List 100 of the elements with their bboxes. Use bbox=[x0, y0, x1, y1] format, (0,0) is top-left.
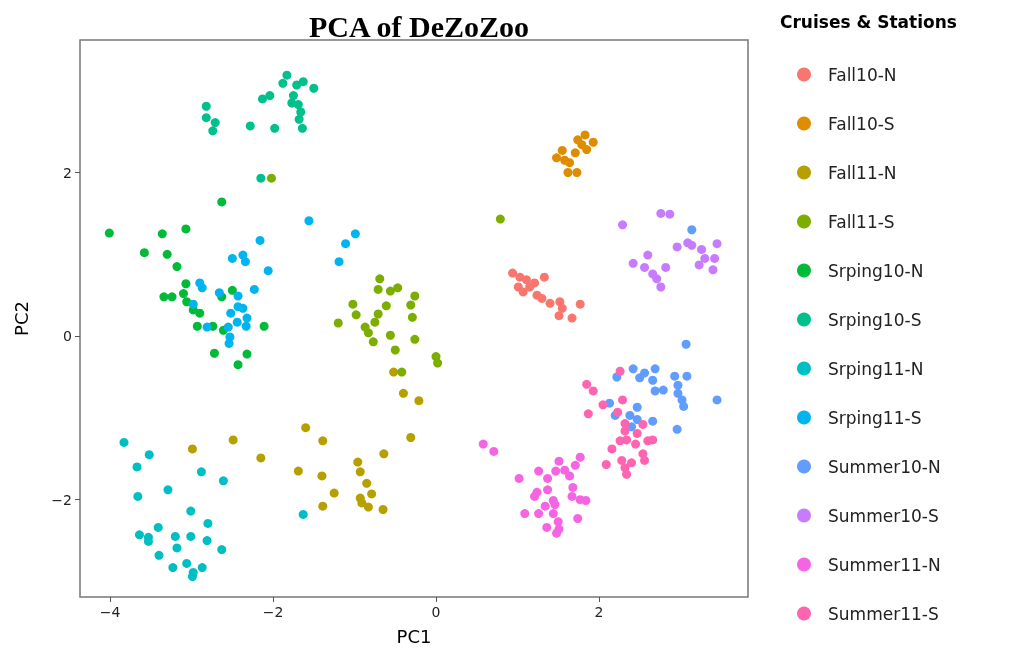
point bbox=[560, 155, 570, 165]
point bbox=[195, 308, 205, 318]
point bbox=[318, 436, 328, 446]
point bbox=[153, 522, 163, 532]
point bbox=[615, 366, 625, 376]
legend-label: Summer11-N bbox=[828, 554, 941, 575]
point bbox=[214, 288, 224, 298]
point bbox=[288, 91, 298, 101]
point bbox=[209, 348, 219, 358]
point bbox=[514, 473, 524, 483]
point bbox=[672, 424, 682, 434]
point bbox=[298, 77, 308, 87]
point bbox=[598, 400, 608, 410]
point bbox=[656, 282, 666, 292]
point bbox=[318, 501, 328, 511]
point bbox=[687, 240, 697, 250]
point bbox=[670, 371, 680, 381]
point bbox=[223, 322, 233, 332]
point bbox=[410, 334, 420, 344]
point bbox=[542, 522, 552, 532]
point bbox=[362, 478, 372, 488]
point bbox=[256, 173, 266, 183]
point bbox=[673, 388, 683, 398]
point bbox=[186, 506, 196, 516]
point bbox=[583, 409, 593, 419]
point bbox=[545, 298, 555, 308]
point bbox=[554, 311, 564, 321]
x-tick-label: −4 bbox=[99, 604, 121, 620]
point bbox=[618, 220, 628, 230]
point bbox=[632, 415, 642, 425]
point bbox=[710, 253, 720, 263]
point bbox=[548, 509, 558, 519]
point bbox=[643, 250, 653, 260]
point bbox=[557, 145, 567, 155]
point bbox=[588, 386, 598, 396]
point bbox=[530, 491, 540, 501]
point bbox=[648, 435, 658, 445]
point bbox=[293, 466, 303, 476]
x-axis-title: PC1 bbox=[396, 625, 432, 647]
point bbox=[521, 275, 531, 285]
point bbox=[154, 550, 164, 560]
point bbox=[197, 563, 207, 573]
point bbox=[658, 385, 668, 395]
point bbox=[568, 482, 578, 492]
point bbox=[370, 317, 380, 327]
point bbox=[620, 419, 630, 429]
point bbox=[363, 328, 373, 338]
point bbox=[551, 466, 561, 476]
point bbox=[687, 225, 697, 235]
point bbox=[162, 249, 172, 259]
point bbox=[570, 148, 580, 158]
point bbox=[341, 239, 351, 249]
point bbox=[567, 491, 577, 501]
point bbox=[588, 137, 598, 147]
point bbox=[378, 504, 388, 514]
point bbox=[210, 118, 220, 128]
point bbox=[682, 371, 692, 381]
point bbox=[304, 216, 314, 226]
point bbox=[226, 308, 236, 318]
point bbox=[201, 101, 211, 111]
point bbox=[650, 386, 660, 396]
point bbox=[301, 423, 311, 433]
point bbox=[385, 286, 395, 296]
point bbox=[167, 292, 177, 302]
point bbox=[627, 458, 637, 468]
point bbox=[373, 309, 383, 319]
point bbox=[182, 558, 192, 568]
point bbox=[298, 509, 308, 519]
point bbox=[132, 462, 142, 472]
point bbox=[581, 495, 591, 505]
point bbox=[282, 70, 292, 80]
point bbox=[534, 509, 544, 519]
point bbox=[617, 455, 627, 465]
point bbox=[178, 289, 188, 299]
point bbox=[712, 395, 722, 405]
point bbox=[329, 488, 339, 498]
legend-label: Summer10-N bbox=[828, 456, 941, 477]
point bbox=[575, 299, 585, 309]
point bbox=[650, 364, 660, 374]
point bbox=[233, 360, 243, 370]
point bbox=[540, 501, 550, 511]
point bbox=[572, 168, 582, 177]
point bbox=[242, 349, 252, 359]
point bbox=[242, 313, 252, 323]
point bbox=[672, 242, 682, 252]
point bbox=[227, 253, 237, 263]
point bbox=[245, 121, 255, 131]
point bbox=[580, 130, 590, 140]
legend-label: Fall10-S bbox=[828, 113, 895, 134]
point bbox=[410, 291, 420, 301]
point bbox=[520, 509, 530, 519]
point bbox=[227, 285, 237, 295]
point bbox=[712, 239, 722, 249]
point bbox=[622, 435, 632, 445]
point bbox=[640, 262, 650, 272]
point bbox=[186, 531, 196, 541]
point bbox=[539, 272, 549, 282]
point bbox=[351, 310, 361, 320]
point bbox=[398, 388, 408, 398]
point bbox=[309, 83, 319, 93]
